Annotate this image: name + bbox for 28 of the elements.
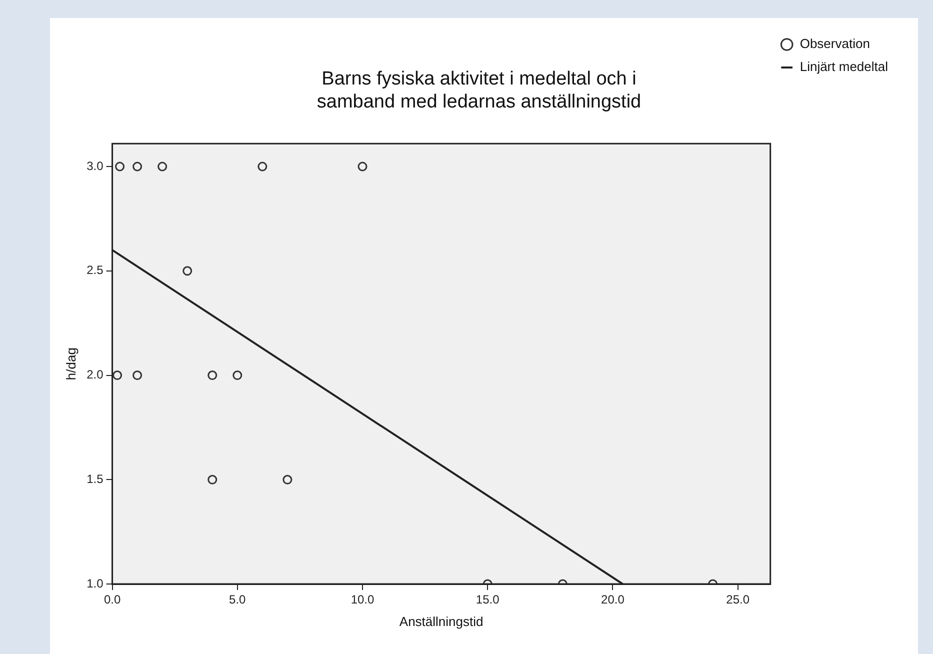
y-tick-label: 2.0 <box>86 368 104 382</box>
x-tick-label: 20.0 <box>601 592 625 607</box>
point <box>132 370 142 380</box>
y-axis-title: h/dag <box>63 348 78 380</box>
x-tick-label: 5.0 <box>229 592 246 607</box>
x-axis-title: Anställningstid <box>399 614 484 629</box>
point <box>158 162 168 172</box>
legend-label: Observation <box>800 36 870 52</box>
point <box>258 162 268 172</box>
y-tick-label: 1.0 <box>86 576 104 590</box>
y-tick-label: 3.0 <box>86 158 104 173</box>
x-tick-label: 15.0 <box>476 592 500 607</box>
point <box>115 162 125 172</box>
point <box>182 266 192 276</box>
point <box>208 474 218 484</box>
x-tick-label: 25.0 <box>726 592 750 607</box>
chart-title: Barns fysiska aktivitet i medeltal och i samband med ledarnas anställningstid <box>316 68 642 112</box>
legend-label: Linjärt medeltal <box>800 59 888 74</box>
point <box>132 162 142 172</box>
y-tick-label: 2.5 <box>86 263 104 278</box>
x-tick-label: 10.0 <box>350 592 374 607</box>
point <box>208 370 218 380</box>
point <box>358 162 368 172</box>
point <box>112 370 122 380</box>
point <box>282 474 292 484</box>
point <box>232 370 242 380</box>
x-tick-label: 0.0 <box>104 592 121 607</box>
y-tick-label: 1.5 <box>86 472 104 486</box>
